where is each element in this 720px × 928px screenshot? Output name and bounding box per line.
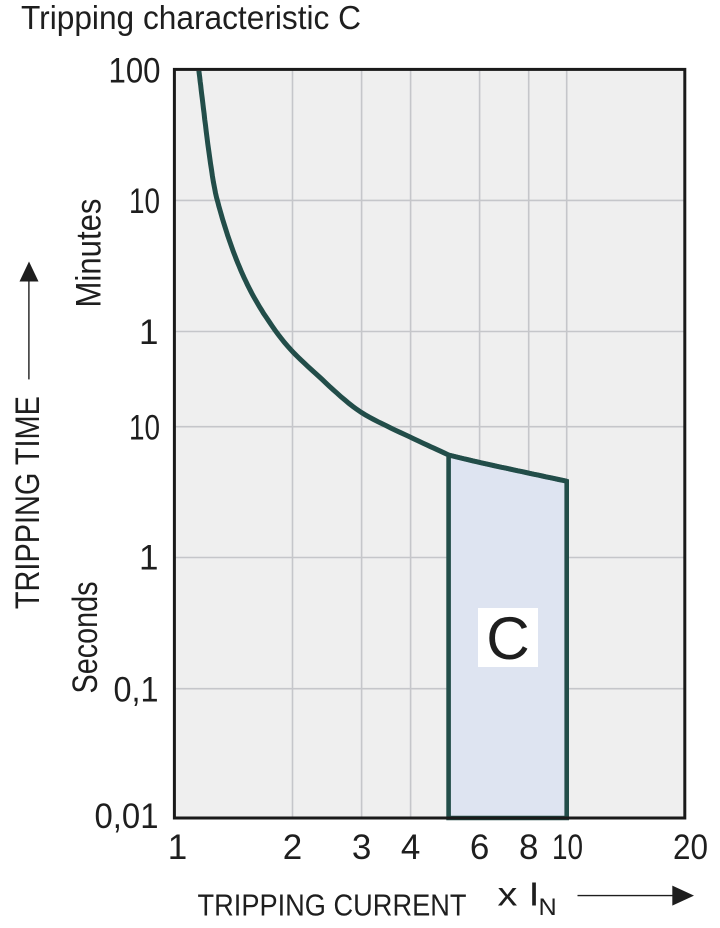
svg-text:10: 10 — [129, 408, 160, 447]
svg-text:Seconds: Seconds — [66, 582, 105, 694]
svg-text:C: C — [486, 605, 530, 672]
svg-text:4: 4 — [401, 828, 420, 867]
svg-text:2: 2 — [283, 828, 302, 867]
svg-text:Minutes: Minutes — [70, 199, 109, 308]
svg-text:TRIPPING CURRENT: TRIPPING CURRENT — [198, 889, 467, 923]
svg-text:Tripping characteristic C: Tripping characteristic C — [21, 0, 361, 37]
svg-text:x I: x I — [498, 876, 540, 913]
svg-text:1: 1 — [139, 539, 158, 578]
svg-text:8: 8 — [519, 828, 538, 867]
svg-text:6: 6 — [470, 828, 489, 867]
svg-text:1: 1 — [168, 828, 187, 867]
svg-text:10: 10 — [552, 828, 583, 867]
svg-text:20: 20 — [673, 828, 708, 867]
svg-text:100: 100 — [109, 52, 161, 91]
svg-text:3: 3 — [352, 828, 371, 867]
svg-text:10: 10 — [129, 182, 160, 221]
svg-text:0,01: 0,01 — [95, 797, 159, 836]
svg-text:N: N — [539, 894, 557, 921]
svg-text:TRIPPING TIME: TRIPPING TIME — [9, 396, 47, 609]
svg-text:1: 1 — [139, 313, 158, 352]
svg-text:0,1: 0,1 — [114, 670, 159, 709]
